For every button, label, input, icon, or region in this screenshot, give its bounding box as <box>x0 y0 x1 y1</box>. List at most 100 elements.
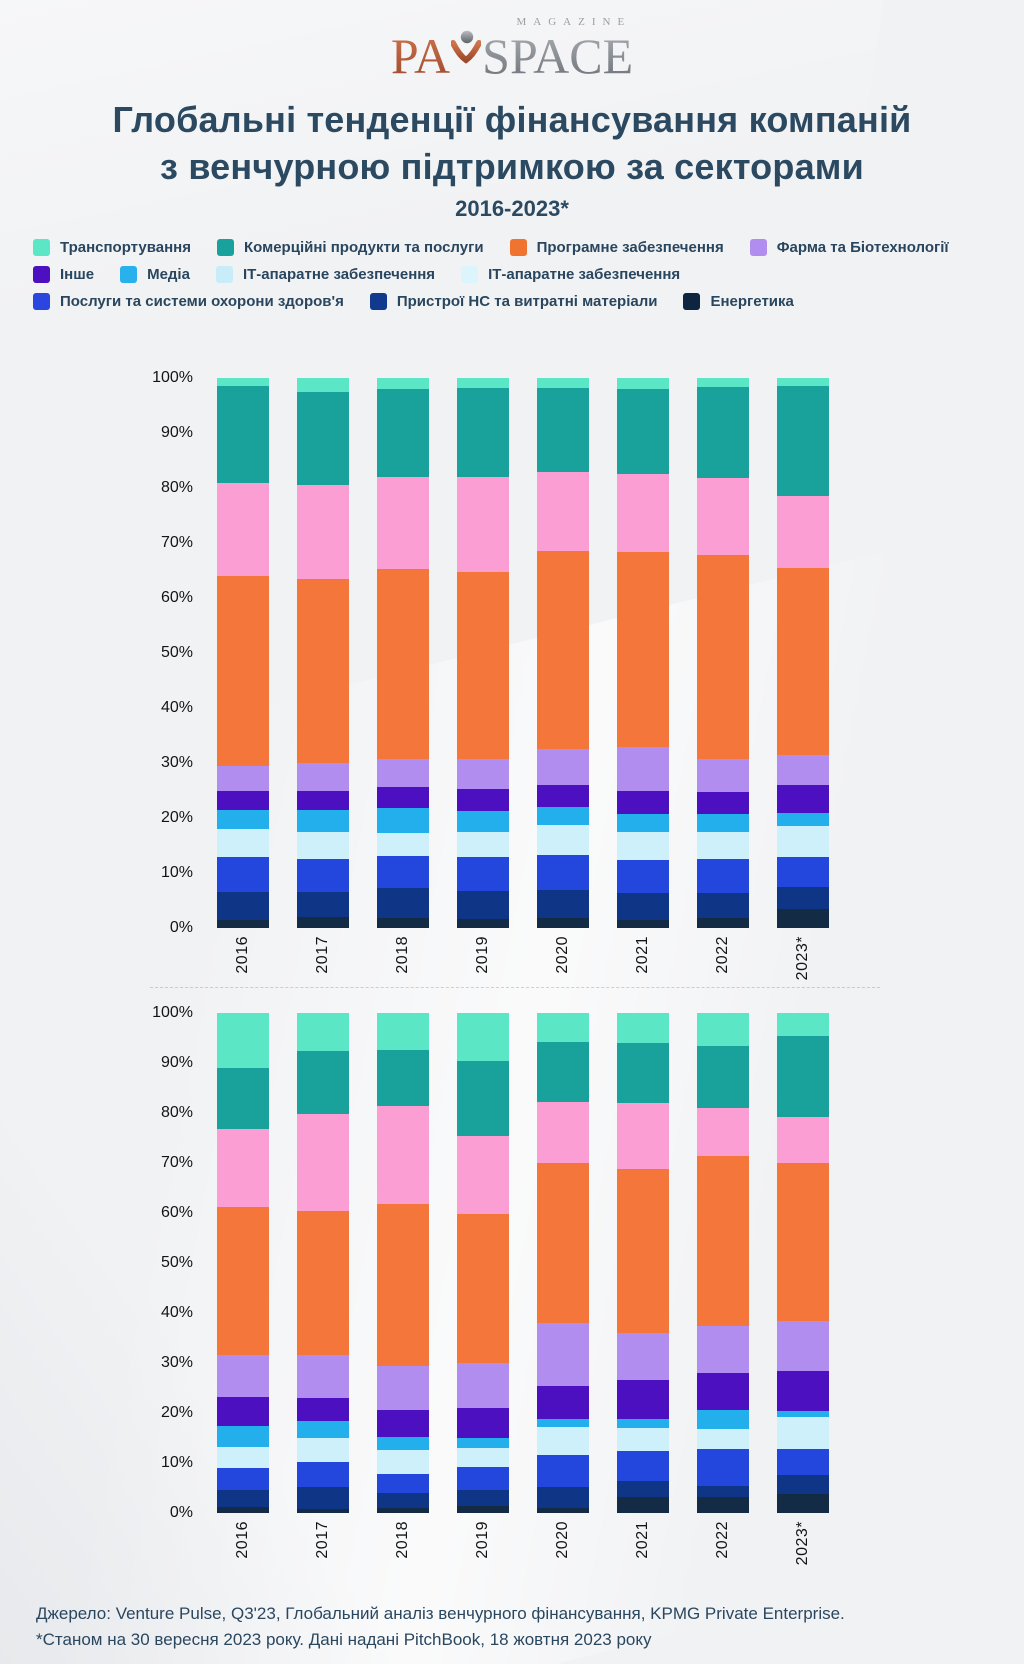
legend-label: Транспортування <box>60 239 191 256</box>
bar-segment <box>617 389 669 475</box>
bar-segment <box>697 1449 749 1486</box>
legend-label: Фарма та Біотехнології <box>776 239 949 256</box>
bar-segment <box>457 1408 509 1438</box>
bar-segment <box>697 758 749 792</box>
bar-segment <box>697 831 749 860</box>
bar-segment <box>217 1206 269 1355</box>
bar-segment <box>697 1108 749 1156</box>
legend-swatch <box>749 239 767 256</box>
stacked-bar-2016 <box>217 1013 269 1513</box>
y-axis-tick-label: 60% <box>160 1204 193 1221</box>
x-axis-year-label: 2017 <box>314 936 331 974</box>
bar-segment <box>537 785 589 808</box>
bar-segment <box>777 567 829 755</box>
x-axis-year-label: 2016 <box>234 936 251 974</box>
legend-item: ІТ-апаратне забезпечення <box>215 266 436 283</box>
page-title-line2: з венчурною підтримкою за секторами <box>160 146 864 187</box>
page-title: Глобальні тенденції фінансування компані… <box>32 96 992 190</box>
bar-segment <box>777 754 829 785</box>
bar-segment <box>777 785 829 813</box>
y-axis-tick-label: 50% <box>160 1254 193 1271</box>
legend-label: Програмне забезпечення <box>536 239 724 256</box>
bar-segment <box>617 1481 669 1497</box>
bar-segment <box>457 1506 509 1513</box>
bar-segment <box>617 790 669 814</box>
bar-segment <box>457 1013 509 1061</box>
bar-segment <box>297 1462 349 1487</box>
y-axis-tick-label: 10% <box>160 1454 193 1471</box>
y-axis-tick-label: 40% <box>160 699 193 716</box>
bar-segment <box>777 386 829 497</box>
bar-segment <box>617 1333 669 1380</box>
bar-segment <box>537 1454 589 1487</box>
y-axis-tick-label: 70% <box>160 1154 193 1171</box>
bar-segment <box>217 378 269 387</box>
bar-segment <box>457 1061 509 1136</box>
bar-segment <box>377 887 429 919</box>
legend-swatch <box>33 239 50 256</box>
legend-label: Медіа <box>147 266 190 283</box>
bar-segment <box>617 893 669 920</box>
bar-segment <box>537 1163 589 1323</box>
bar-segment <box>377 1106 429 1204</box>
stacked-bar-2020 <box>537 1013 589 1513</box>
page-title-line1: Глобальні тенденції фінансування компані… <box>112 99 912 140</box>
bar-segment <box>617 831 669 861</box>
bar-segment <box>617 1428 669 1451</box>
x-axis-year-label: 2020 <box>554 936 571 974</box>
bar-segment <box>537 1041 589 1102</box>
bar-segment <box>537 378 589 388</box>
bar-segment <box>537 1487 589 1508</box>
bar-segment <box>697 813 749 832</box>
legend-row: Інше Медіа ІТ-апаратне забезпечення ІТ-апар… <box>33 266 993 283</box>
y-axis-tick-label: 80% <box>160 1104 193 1121</box>
bar-segment <box>537 807 589 826</box>
bar-segment <box>457 1489 509 1506</box>
bar-segment <box>297 391 349 486</box>
bar-segment <box>217 576 269 766</box>
legend-label: ІТ-апаратне забезпечення <box>242 266 436 283</box>
y-axis-tick-label: 50% <box>160 644 193 661</box>
legend-row: Послуги та системи охорони здоров'я Прист… <box>33 293 993 310</box>
bar-segment <box>537 1323 589 1386</box>
bar-segment <box>617 1103 669 1169</box>
bar-segment <box>377 787 429 809</box>
bar-segment <box>297 1487 349 1509</box>
legend-item: Пристрої НС та витратні матеріали <box>369 293 657 310</box>
source-line2: *Станом на 30 вересня 2023 року. Дані на… <box>36 1630 652 1649</box>
bar-segment <box>537 387 589 472</box>
legend-swatch <box>217 239 234 256</box>
bar-segment <box>777 1163 829 1321</box>
bar-segment <box>217 1397 269 1426</box>
bar-segment <box>217 919 269 928</box>
y-axis-tick-label: 30% <box>160 754 193 771</box>
bar-segment <box>697 387 749 479</box>
y-axis-tick-label: 10% <box>160 864 193 881</box>
stacked-bar-2018 <box>377 378 429 928</box>
bar-segment <box>617 1451 669 1481</box>
legend-swatch <box>120 266 138 283</box>
bar-segment <box>217 1489 269 1507</box>
y-axis-tick-label: 20% <box>160 1404 193 1421</box>
source-line1: Джерело: Venture Pulse, Q3'23, Глобальни… <box>36 1604 845 1623</box>
bar-segment <box>457 831 509 857</box>
bar-segment <box>377 1366 429 1410</box>
bar-segment <box>377 1450 429 1474</box>
bar-segment <box>457 891 509 919</box>
legend-swatch <box>215 266 233 283</box>
bar-segment <box>377 808 429 833</box>
y-axis-tick-label: 0% <box>169 919 193 936</box>
bar-segment <box>457 758 509 789</box>
bar-segment <box>457 788 509 811</box>
legend-label: Комерційні продукти та послуги <box>244 239 484 256</box>
bar-segment <box>297 578 349 763</box>
legend-item: ІТ-апаратне забезпечення <box>461 266 680 283</box>
bar-segment <box>617 1043 669 1103</box>
x-axis-year-label: 2021 <box>634 1521 651 1559</box>
bar-segment <box>377 1049 429 1106</box>
bar-segment <box>217 790 269 810</box>
bar-segment <box>697 1155 749 1326</box>
bar-segment <box>457 856 509 892</box>
bar-segment <box>217 1507 269 1513</box>
